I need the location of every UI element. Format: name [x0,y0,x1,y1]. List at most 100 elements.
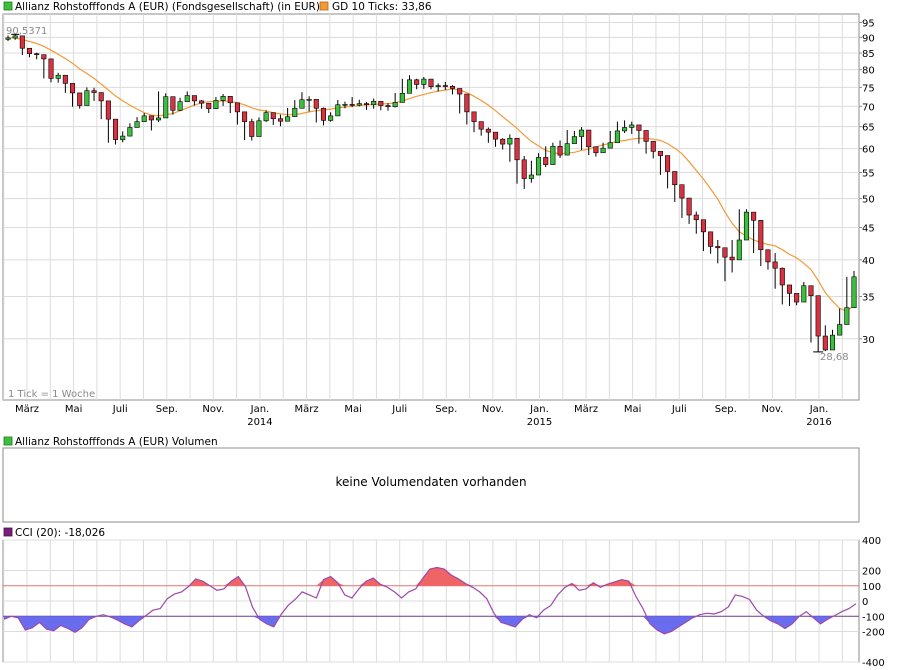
time-tick-label: Juli [112,404,128,415]
candles [5,33,857,353]
candle-body [801,285,807,303]
candle-body [385,105,391,108]
tick-note: 1 Tick = 1 Woche [8,389,95,400]
candle-body [829,334,836,351]
time-year-label: 2016 [806,417,831,428]
cci-legend-swatch [3,527,13,537]
price-tick-label: 55 [862,168,875,179]
candle-body [751,211,757,221]
time-tick-label: Nov. [202,404,224,415]
candle-body [550,146,556,165]
time-tick-label: Mai [344,404,362,415]
cci-tick-label: 200 [862,567,881,578]
candle-body [758,220,764,251]
candle-body [772,261,778,269]
price-tick-label: 45 [862,224,875,235]
candle-body [120,135,126,140]
candle-body [593,146,599,154]
sma-line [7,37,855,312]
candle-body [607,142,613,149]
candle-body [471,111,477,122]
candle-body [113,118,119,140]
candle-body [543,157,549,165]
candle-body [636,124,642,131]
candle-body [435,85,441,87]
candle-body [19,35,25,49]
candle-body [808,285,814,297]
candle-body [622,127,628,132]
candle-body [406,79,413,94]
time-tick-label: Nov. [482,404,504,415]
time-year-label: 2015 [527,417,552,428]
cci-fill [4,567,856,634]
cci-overbought-fill [4,567,856,586]
main-legend-swatch [3,1,13,11]
candle-body [177,101,183,111]
price-tick-label: 40 [862,256,875,267]
candle-body [851,276,857,308]
candle-body [650,141,656,152]
candle-body [715,246,721,249]
candle-body [105,100,111,120]
candle-body [571,136,577,144]
candle-body [428,78,434,87]
candle-body [184,95,190,102]
candle-body [378,100,384,106]
candle-body [62,74,68,84]
candle-body [249,121,255,137]
candle-body [349,104,355,106]
sma-legend-swatch [319,1,329,11]
sma-legend-label: GD 10 Ticks: 33,86 [332,1,432,13]
cci-tick-label: 0 [862,597,868,608]
main-legend-label: Allianz Rohstofffonds A (EUR) (Fondsgese… [15,1,320,13]
candle-body [485,128,491,133]
candle-body [134,121,140,128]
candle-body [156,117,162,121]
candle-body [148,115,154,121]
price-tick-label: 50 [862,195,875,206]
candle-body [421,78,427,85]
candle-body [779,267,785,286]
candle-body [837,324,843,336]
candle-body [665,155,671,172]
candle-body [521,159,527,179]
time-tick-label: Sep. [715,404,737,415]
candle-body [277,118,283,122]
candle-body [227,96,233,104]
candle-body [26,47,33,54]
candle-body [328,115,334,121]
candle-body [55,74,61,79]
cci-y-axis: 400 200 100 0 -100 -200 -400 [862,536,885,669]
time-tick-label: Sep. [156,404,178,415]
candle-body [815,295,821,337]
price-grid [3,14,859,400]
candle-body [743,211,749,241]
time-tick-label: März [15,404,39,415]
candle-body [12,35,18,39]
candle-body [48,58,54,79]
candle-body [77,92,83,106]
candle-body [414,79,420,85]
time-tick-label: März [294,404,318,415]
candle-body [242,111,248,122]
price-tick-label: 60 [862,145,875,156]
candle-body [220,96,226,101]
candle-body [478,121,484,130]
candle-body [299,99,305,109]
time-tick-label: Juli [671,404,687,415]
time-tick-label: Jan. [529,404,549,415]
candle-body [449,85,456,89]
candle-body [342,104,348,106]
candle-body [629,124,635,128]
time-tick-label: Mai [624,404,642,415]
candle-body [822,335,828,351]
candle-body [722,247,728,258]
price-panel-frame [2,13,860,401]
candle-body [285,116,291,122]
time-axis: März Mai Juli Sep. Nov. Jan. 2014 März Mai Juli Se… [15,404,832,428]
max-price-label: 90,5371 [6,26,47,37]
time-year-label: 2014 [247,417,272,428]
candle-body [313,99,319,109]
candle-body [643,130,649,142]
candle-body [708,231,714,247]
